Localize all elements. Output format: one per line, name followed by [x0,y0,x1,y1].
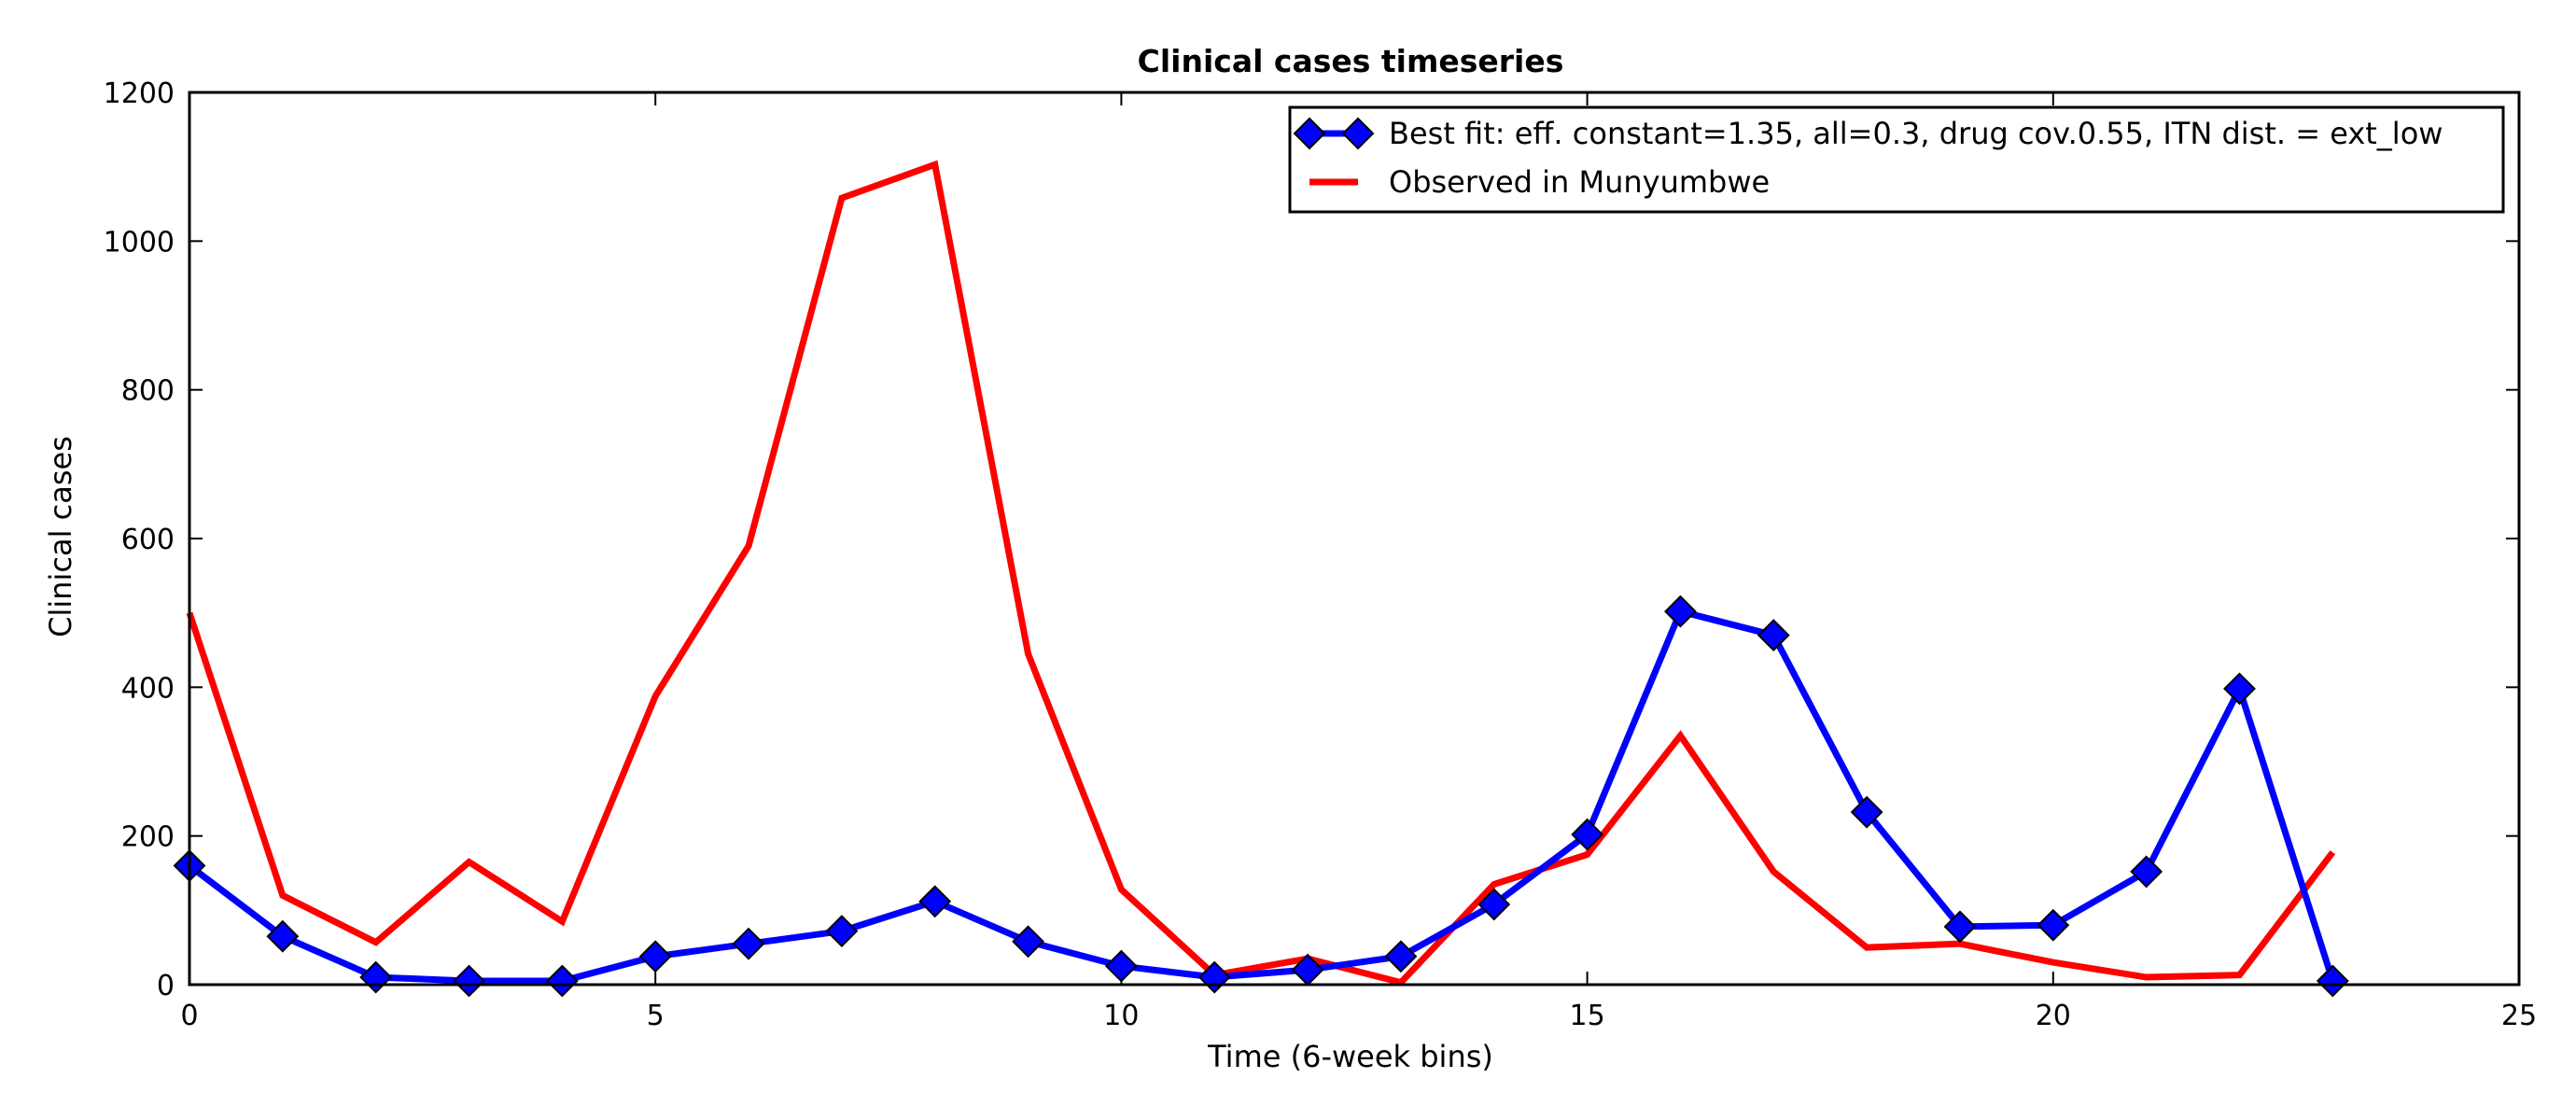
best-fit-point [918,885,952,918]
best-fit-point [2130,855,2163,889]
best-fit-point [1571,818,1604,851]
best-fit-point [2037,908,2070,942]
observed-line [186,160,2336,987]
best-fit-point [1477,888,1511,921]
best-fit-point [266,919,300,953]
best-fit-point [1850,795,1883,829]
y-tick-label: 200 [121,821,175,854]
best-fit-point [453,964,485,998]
y-tick-label: 0 [157,970,175,1002]
best-fit-point [1664,595,1697,628]
legend-box [1288,105,2505,214]
x-tick-label: 20 [2036,1000,2071,1032]
legend-label: Observed in Munyumbwe [1389,164,1770,200]
best-fit-point [545,964,579,998]
y-tick-label: 400 [121,672,175,705]
y-tick-label: 1200 [104,77,175,110]
best-fit-point [638,940,672,973]
legend-swatch-marker [1293,117,1326,150]
x-tick-label: 25 [2501,1000,2537,1032]
best-fit-point [1757,619,1790,651]
x-tick-label: 15 [1570,1000,1605,1032]
x-axis-label: Time (6-week bins) [1207,1039,1493,1074]
best-fit-point [825,915,859,948]
best-fit-point [1384,940,1418,973]
series-layer [173,160,2349,998]
best-fit-point [1943,910,1977,944]
chart-title: Clinical cases timeseries [1138,43,1564,79]
series-observed [186,160,2336,987]
best-fit-point [2316,964,2349,998]
best-fit-point [732,927,765,960]
x-tick-label: 5 [647,1000,665,1032]
best-fit-point [359,960,393,994]
y-tick-label: 600 [121,524,175,556]
best-fit-line [187,607,2336,985]
legend-swatch-marker [1341,117,1375,150]
legend: Best fit: eff. constant=1.35, all=0.3, d… [1288,105,2505,214]
axis-ticks: 0 5 10 15 20 25 0 200 400 600 800 1000 1200 [104,77,2537,1032]
best-fit-point [1104,949,1138,983]
plot-frame [188,91,2521,987]
x-tick-label: 10 [1103,1000,1139,1032]
legend-label: Best fit: eff. constant=1.35, all=0.3, d… [1389,116,2443,151]
x-tick-label: 0 [180,1000,198,1032]
best-fit-point [1012,925,1044,959]
y-axis-label: Clinical cases [43,436,78,637]
series-best-fit [173,595,2349,998]
y-tick-label: 800 [121,375,175,408]
best-fit-point [2223,672,2256,706]
y-tick-label: 1000 [104,226,175,259]
